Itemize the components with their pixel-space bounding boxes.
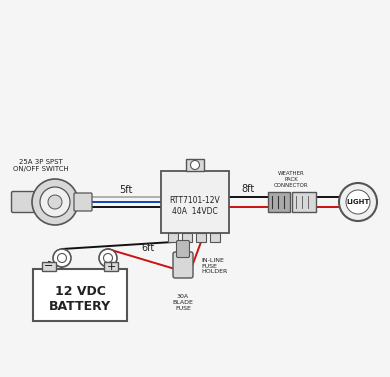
FancyBboxPatch shape [11, 192, 34, 213]
Circle shape [339, 183, 377, 221]
FancyBboxPatch shape [33, 269, 127, 321]
FancyBboxPatch shape [74, 193, 92, 211]
FancyBboxPatch shape [268, 192, 290, 212]
Text: 30A
BLADE
FUSE: 30A BLADE FUSE [172, 294, 193, 311]
FancyBboxPatch shape [173, 252, 193, 278]
FancyBboxPatch shape [177, 241, 190, 257]
FancyBboxPatch shape [161, 171, 229, 233]
FancyBboxPatch shape [168, 233, 178, 242]
Circle shape [48, 195, 62, 209]
FancyBboxPatch shape [104, 262, 118, 271]
Text: RTT7101-12V
40A  14VDC: RTT7101-12V 40A 14VDC [170, 196, 220, 216]
Circle shape [103, 253, 112, 262]
Circle shape [53, 249, 71, 267]
FancyBboxPatch shape [42, 262, 56, 271]
Text: IN-LINE
FUSE
HOLDER: IN-LINE FUSE HOLDER [201, 258, 227, 274]
Circle shape [57, 253, 67, 262]
Text: 8ft: 8ft [242, 184, 255, 194]
FancyBboxPatch shape [186, 159, 204, 171]
Text: 6ft: 6ft [141, 243, 154, 253]
Text: −: − [44, 262, 54, 271]
Text: 12 VDC
BATTERY: 12 VDC BATTERY [49, 285, 111, 313]
FancyBboxPatch shape [292, 192, 316, 212]
Circle shape [190, 161, 200, 170]
Text: +: + [106, 262, 116, 271]
Text: WEATHER
PACK
CONNECTOR: WEATHER PACK CONNECTOR [274, 172, 308, 188]
Circle shape [346, 190, 370, 214]
FancyBboxPatch shape [210, 233, 220, 242]
Circle shape [99, 249, 117, 267]
Text: 5ft: 5ft [119, 185, 133, 195]
FancyBboxPatch shape [182, 233, 192, 242]
Text: LIGHT: LIGHT [346, 199, 370, 205]
Circle shape [32, 179, 78, 225]
FancyBboxPatch shape [196, 233, 206, 242]
Text: 25A 3P SPST
ON/OFF SWITCH: 25A 3P SPST ON/OFF SWITCH [13, 159, 69, 172]
Circle shape [40, 187, 70, 217]
